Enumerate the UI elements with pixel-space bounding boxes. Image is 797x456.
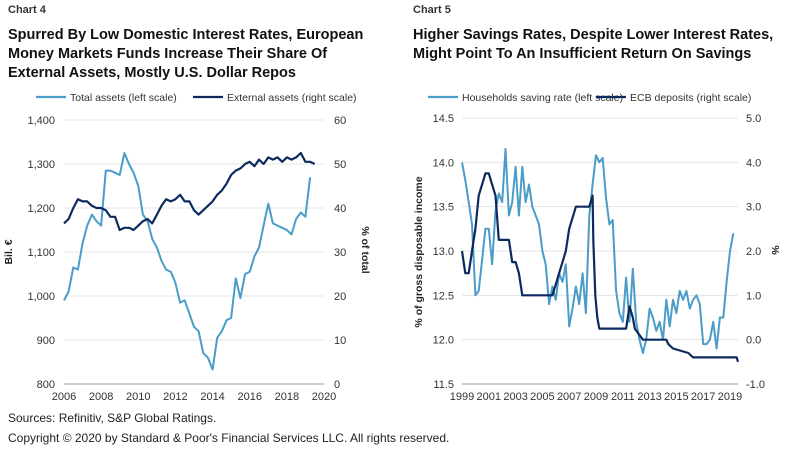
chart-4-left-tick-label: 800	[37, 379, 55, 391]
sources-note: Sources: Refinitiv, S&P Global Ratings.	[8, 411, 217, 425]
chart-4-title-line-2: Money Markets Funds Increase Their Share…	[8, 46, 328, 62]
chart-4-legend-label: Total assets (left scale)	[70, 92, 177, 104]
chart-5-title-line-1: Higher Savings Rates, Despite Lower Inte…	[413, 27, 774, 43]
chart-4-series-right-line	[63, 151, 316, 232]
chart-4-right-tick-label: 20	[334, 291, 346, 303]
chart-4-right-tick-label: 0	[334, 379, 340, 391]
chart-4-x-tick-label: 2006	[52, 391, 76, 403]
chart-4-series-left-line	[63, 152, 312, 371]
chart-5-x-tick-label: 2013	[637, 391, 661, 403]
chart-4-left-tick-label: 1,000	[27, 291, 55, 303]
chart-4-x-tick-label: 2014	[200, 391, 224, 403]
chart-5-right-tick-label: -1.0	[746, 379, 765, 391]
chart-4-left-axis-title: Bil. €	[3, 239, 15, 264]
chart-5-x-tick-label: 2007	[557, 391, 581, 403]
chart-4-left-tick-label: 1,200	[27, 203, 55, 215]
chart-5-legend-label: Households saving rate (left scale)	[462, 92, 623, 104]
chart-5-left-tick-label: 13.0	[433, 246, 454, 258]
chart-4-left-tick-label: 1,300	[27, 159, 55, 171]
chart-5-left-tick-label: 12.5	[433, 290, 454, 302]
chart-5-x-tick-label: 2019	[718, 391, 742, 403]
chart-4-left-tick-label: 1,400	[27, 115, 55, 127]
chart-4-title-line-1: Spurred By Low Domestic Interest Rates, …	[8, 27, 364, 43]
chart-5-right-tick-label: 4.0	[746, 157, 761, 169]
chart-4-title-line-3: External Assets, Mostly U.S. Dollar Repo…	[8, 65, 296, 81]
chart-5-series-right-line	[460, 172, 740, 363]
chart-5-legend-label: ECB deposits (right scale)	[630, 92, 751, 104]
chart-5-x-tick-label: 2003	[503, 391, 527, 403]
chart-5-x-tick-label: 2009	[584, 391, 608, 403]
chart-4-label: Chart 4	[8, 4, 46, 16]
chart-5-x-tick-label: 2011	[611, 391, 635, 403]
chart-4-right-tick-label: 10	[334, 335, 346, 347]
chart-4-right-tick-label: 40	[334, 203, 346, 215]
chart-5-right-tick-label: 2.0	[746, 246, 761, 258]
chart-4-x-tick-label: 2008	[89, 391, 113, 403]
chart-4-x-tick-label: 2020	[312, 391, 336, 403]
chart-5-x-tick-label: 2001	[477, 391, 501, 403]
chart-5-right-tick-label: 0.0	[746, 335, 761, 347]
chart-5-x-tick-label: 2005	[530, 391, 554, 403]
chart-4-x-tick-label: 2018	[275, 391, 299, 403]
chart-5-right-tick-label: 5.0	[746, 113, 761, 125]
chart-5-right-axis-title: %	[769, 245, 781, 255]
chart-4-plot: 800 900 1,000 1,100 1,200 1,300 1,400 0 10 20 30 40…	[3, 92, 371, 403]
copyright-note: Copyright © 2020 by Standard & Poor's Fi…	[8, 431, 450, 445]
chart-5-right-tick-label: 3.0	[746, 202, 761, 214]
chart-5-left-tick-label: 14.0	[433, 157, 454, 169]
chart-4-title: Spurred By Low Domestic Interest Rates, …	[8, 26, 363, 83]
chart-5-series-left-line	[461, 148, 735, 354]
chart-5-left-tick-label: 13.5	[433, 202, 454, 214]
chart-5-left-tick-label: 11.5	[433, 379, 454, 391]
chart-4-x-tick-label: 2016	[237, 391, 261, 403]
chart-4-x-tick-label: 2010	[126, 391, 150, 403]
chart-5-left-tick-label: 12.0	[433, 335, 454, 347]
chart-4-left-tick-label: 900	[37, 335, 55, 347]
chart-5-left-tick-label: 14.5	[433, 113, 454, 125]
chart-4-right-axis-title: % of total	[359, 226, 371, 273]
chart-4-right-tick-label: 50	[334, 159, 346, 171]
chart-5-x-tick-label: 1999	[450, 391, 474, 403]
chart-4-right-tick-label: 30	[334, 247, 346, 259]
chart-4-x-tick-label: 2012	[163, 391, 187, 403]
chart-5-title: Higher Savings Rates, Despite Lower Inte…	[413, 26, 773, 64]
chart-5-x-tick-label: 2015	[664, 391, 688, 403]
chart-5-label: Chart 5	[413, 4, 451, 16]
chart-4-legend-label: External assets (right scale)	[227, 92, 357, 104]
chart-5-right-tick-label: 1.0	[746, 290, 761, 302]
chart-4-left-tick-label: 1,100	[27, 247, 55, 259]
chart-5-x-tick-label: 2017	[691, 391, 715, 403]
chart-4-right-tick-label: 60	[334, 115, 346, 127]
chart-5-title-line-2: Might Point To An Insufficient Return On…	[413, 46, 752, 62]
chart-5-left-axis-title: % of gross disposable income	[413, 176, 425, 327]
